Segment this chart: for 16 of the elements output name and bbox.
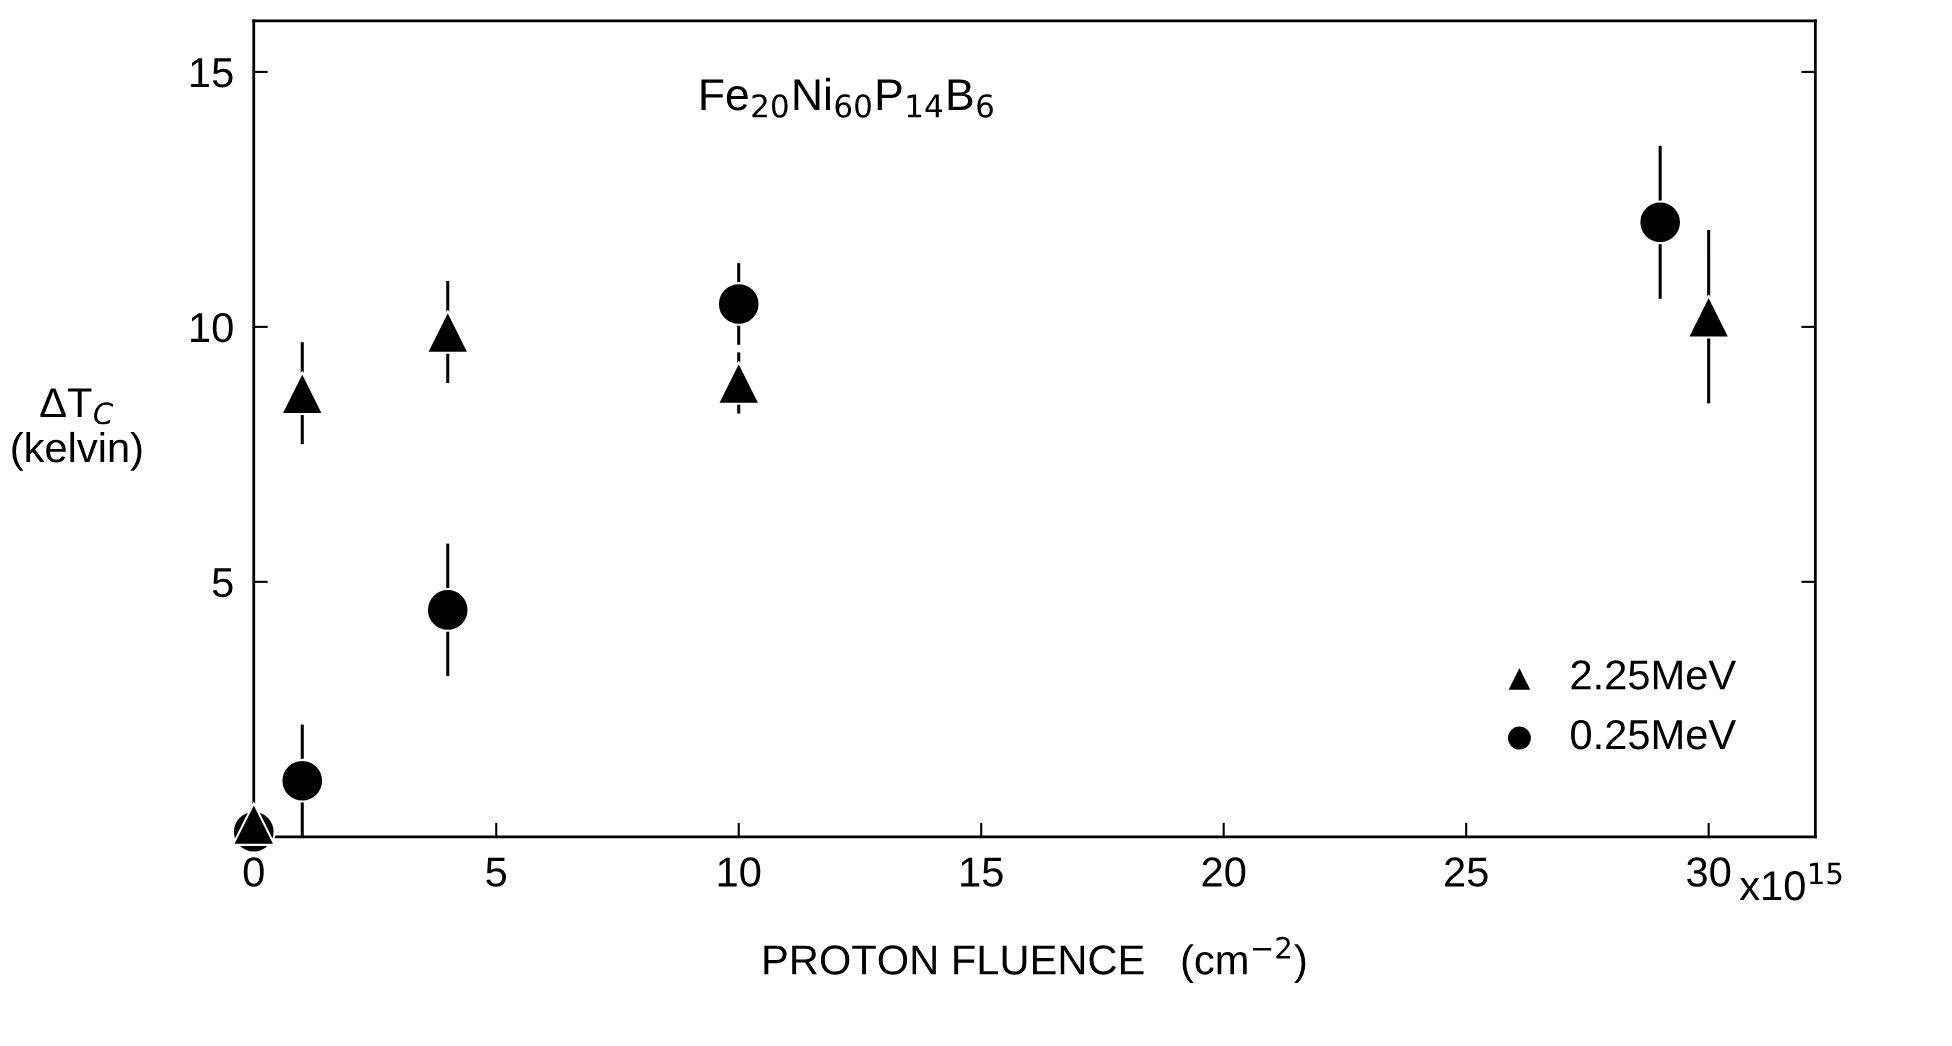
y-tick-label: 10 bbox=[191, 312, 233, 343]
x-tick-label: 20 bbox=[1202, 857, 1246, 887]
y-axis-title: ΔT$_{C}$ (kelvin) bbox=[12, 388, 142, 471]
x-axis-title: PROTON FLUENCE (cm$^{−2}$) bbox=[764, 936, 1306, 983]
x-tick-label: 10 bbox=[718, 857, 761, 887]
x-tick-label: 15 bbox=[961, 857, 1003, 887]
x-tick-label: 0 bbox=[243, 857, 264, 887]
annotation: Fe$_{20}$Ni$_{60}$P$_{14}$B$_{6}$ bbox=[701, 77, 993, 118]
y-tick-label: 5 bbox=[212, 568, 233, 598]
y-tick-label: 15 bbox=[191, 58, 233, 88]
x-tick-label: 30 bbox=[1687, 857, 1731, 887]
x-tick-label: 25 bbox=[1445, 857, 1488, 887]
legend-label: 2.25MeV bbox=[1571, 660, 1737, 690]
legend-label: 0.25MeV bbox=[1571, 719, 1737, 750]
text: x10$^{15}$ bbox=[1739, 862, 1842, 901]
x-tick-label: 5 bbox=[486, 857, 507, 887]
